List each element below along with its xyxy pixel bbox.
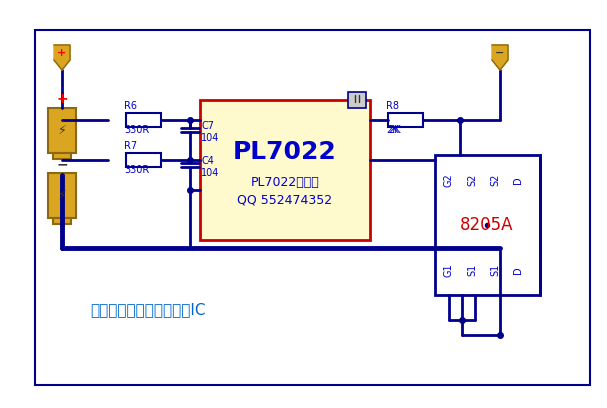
Text: 330R: 330R [124,165,149,175]
Text: G1: G1 [444,263,454,277]
Text: C7: C7 [201,121,214,131]
Bar [35,30,590,385]
Polygon shape [54,45,70,70]
Text: 104: 104 [201,168,219,178]
Bar [48,108,76,153]
Text: R6: R6 [124,101,137,111]
Text: −: − [495,48,504,58]
Bar [48,173,76,218]
Text: 2K: 2K [386,125,399,135]
Bar [435,155,540,295]
Text: 330R: 330R [124,125,149,135]
Text: C4: C4 [201,156,214,166]
Bar [126,113,161,127]
Text: −: − [56,157,68,171]
Text: PL7022: PL7022 [233,140,337,164]
Text: +: + [56,92,68,106]
Bar [388,113,423,127]
Text: S2: S2 [490,174,500,186]
Text: QQ 552474352: QQ 552474352 [237,193,333,206]
Polygon shape [492,45,508,70]
Text: PL7022供应商: PL7022供应商 [251,175,319,188]
Text: G2: G2 [444,173,454,187]
Text: R8: R8 [386,101,399,111]
Text: ⚡: ⚡ [58,188,66,202]
Text: R7: R7 [124,141,137,151]
Text: 8205A: 8205A [460,216,514,234]
Text: D: D [513,176,523,184]
Text: 104: 104 [201,133,219,143]
Bar [53,153,71,159]
Text: ⚡: ⚡ [58,124,66,137]
Bar [200,100,370,240]
Bar [53,218,71,224]
Text: D: D [513,266,523,274]
Text: S1: S1 [490,264,500,276]
Text: S1: S1 [467,264,477,276]
Bar [348,92,366,108]
Text: S2: S2 [467,174,477,186]
Text: 2K: 2K [388,125,401,135]
Text: +: + [58,48,67,58]
Bar [126,153,161,167]
Text: 两节锂电池串联保护电路IC: 两节锂电池串联保护电路IC [90,302,206,317]
